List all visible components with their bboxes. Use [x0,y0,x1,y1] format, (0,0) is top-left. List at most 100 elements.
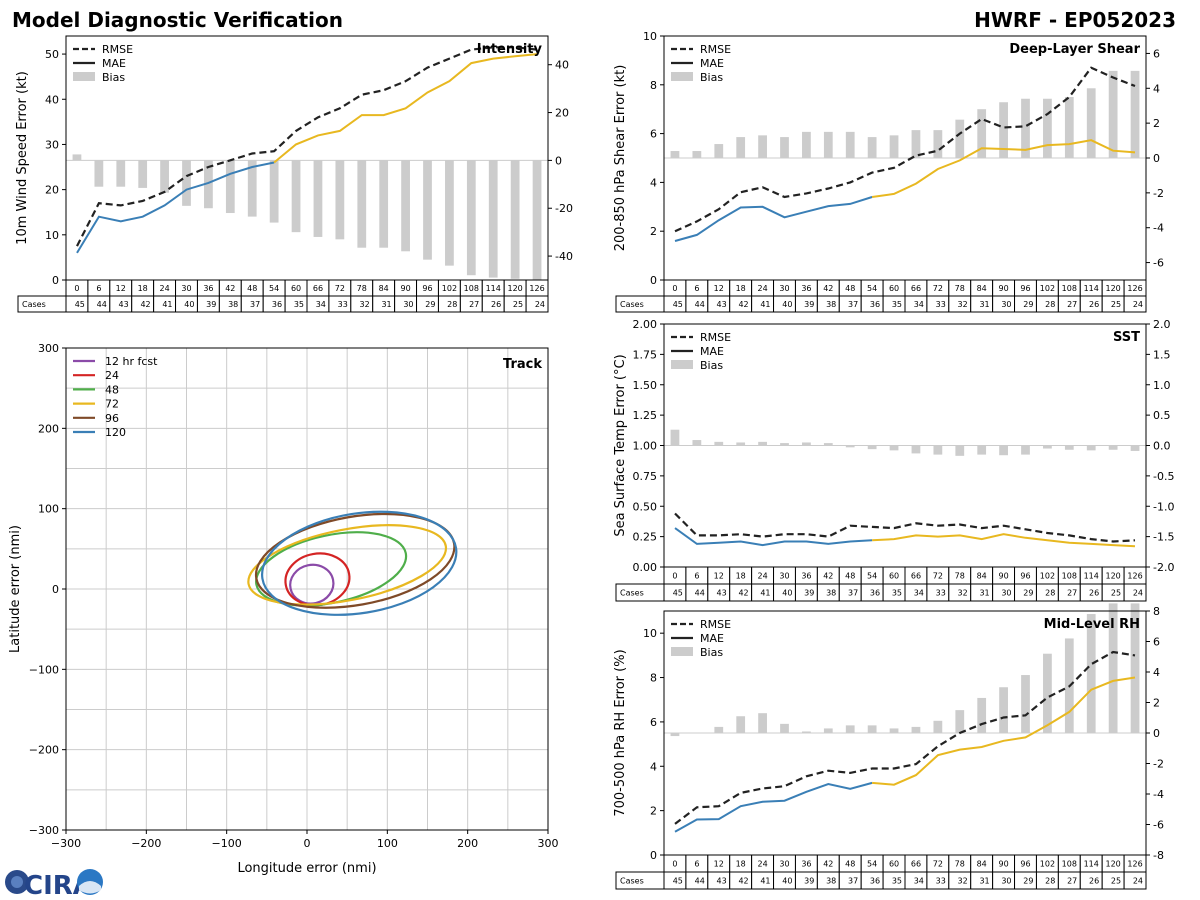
legend-bias-swatch [671,72,693,81]
hour-label: 42 [823,284,833,293]
hour-label: 36 [801,572,811,581]
bias-bar [1043,653,1052,733]
hour-label: 72 [335,284,345,293]
cases-value: 39 [804,300,814,309]
hour-label: 78 [357,284,367,293]
bias-bar [1130,603,1140,733]
hour-label: 66 [313,284,323,293]
bias-bar [714,144,724,158]
hour-label: 24 [159,284,169,293]
cases-value: 43 [717,589,727,598]
cases-value: 31 [979,589,989,598]
y2-tick-label: -0.5 [1153,470,1174,483]
panel-title: SST [1113,330,1140,345]
legend-bias-label: Bias [700,646,723,659]
y-tick-label: 8 [650,79,657,92]
legend-label: 72 [105,398,119,411]
hour-label: 48 [845,572,855,581]
hour-label: 42 [225,284,235,293]
hour-label: 24 [757,284,767,293]
bias-bar [999,102,1008,158]
cases-header-cell [17,295,67,313]
hour-label: 18 [736,284,746,293]
bias-bar [977,445,987,455]
cases-value: 36 [870,877,880,886]
storm-title: HWRF - EP052023 [974,8,1176,32]
verification-table: 0 45 6 44 12 43 18 42 24 41 30 40 36 39 42 38 48 37 54 36 60… [615,854,1147,890]
y2-tick-label: 0 [1153,152,1160,165]
legend-label: 48 [105,383,119,396]
cases-value: 27 [1067,589,1077,598]
bias-bar [780,443,789,446]
hour-label: 90 [400,284,410,293]
hour-label: 96 [1020,860,1030,869]
cases-value: 32 [958,589,968,598]
legend-label: 120 [105,426,126,439]
bias-bar [1021,675,1030,733]
y-tick-label: 10 [643,30,657,43]
cases-cell [1123,295,1147,313]
cases-value: 29 [1023,300,1033,309]
hour-label: 30 [779,860,789,869]
bias-bar [845,445,855,448]
bias-bar [1086,445,1096,451]
y2-tick-label: -40 [555,250,573,263]
hour-label: 102 [1040,284,1055,293]
cases-cell [525,295,549,313]
cases-value: 26 [1089,300,1099,309]
hour-label: 6 [694,572,699,581]
bias-bar [736,137,746,158]
bias-bar [933,445,943,455]
y-tick-label: 0.75 [633,470,658,483]
cases-value: 38 [826,877,836,886]
x-tick-label: 300 [538,837,559,850]
cases-value: 34 [316,300,326,309]
cases-value: 36 [870,300,880,309]
bias-bar [955,710,965,733]
bias-bar [736,716,746,733]
cases-value: 35 [892,877,902,886]
cases-value: 38 [826,589,836,598]
y2-tick-label: 2 [1153,117,1160,130]
track-ellipse [289,563,335,605]
cases-value: 28 [1045,589,1055,598]
cases-value: 37 [848,300,858,309]
hour-label: 102 [1040,860,1055,869]
cases-value: 44 [695,589,705,598]
cases-value: 43 [119,300,129,309]
hour-label: 54 [867,860,877,869]
hour-label: 0 [74,284,79,293]
hour-label: 6 [694,284,699,293]
cases-value: 26 [491,300,501,309]
y-tick-label: 6 [650,716,657,729]
verification-table: 0 45 6 44 12 43 18 42 24 41 30 40 36 39 42 38 48 37 54 36 60… [17,279,549,313]
y-tick-label: 2 [650,225,657,238]
cases-value: 33 [338,300,348,309]
bias-bar [670,429,680,446]
mae-line-early [674,781,873,833]
bias-bar [1108,70,1118,158]
x-tick-label: 200 [457,837,478,850]
y2-tick-label: 0 [1153,727,1160,740]
hour-label: 54 [269,284,279,293]
cases-value: 37 [848,877,858,886]
hour-label: 48 [845,284,855,293]
panel-title: Intensity [477,42,543,57]
cases-value: 39 [804,877,814,886]
cases-header-cell [615,871,665,890]
hour-label: 114 [486,284,501,293]
hour-label: 120 [507,284,522,293]
y2-tick-label: 6 [1153,636,1160,649]
bias-bar [911,445,921,454]
verification-table: 0 45 6 44 12 43 18 42 24 41 30 40 36 39 42 38 48 37 54 36 60… [615,279,1147,313]
legend-bias-swatch [671,647,693,656]
bias-bar [780,137,789,158]
cira-logo: CIRA [5,869,103,900]
y2-tick-label: -8 [1153,849,1164,862]
cases-value: 43 [717,877,727,886]
bias-bar [802,131,811,158]
hour-label: 72 [933,572,943,581]
y2-tick-label: -2.0 [1153,561,1174,574]
